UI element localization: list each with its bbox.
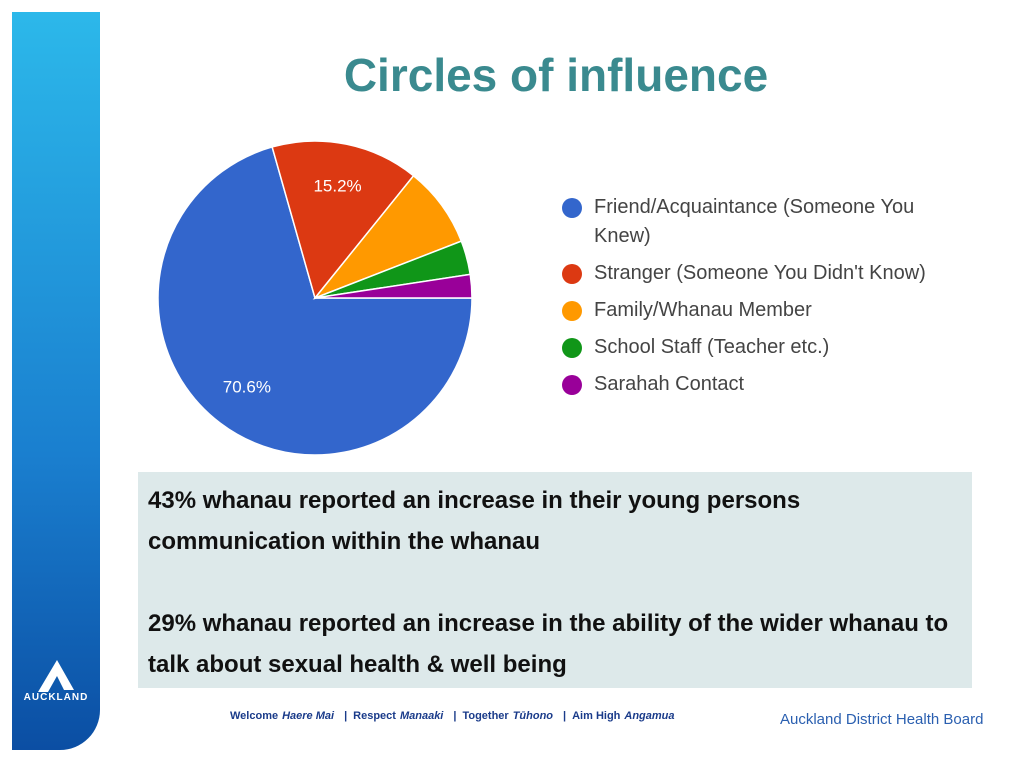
summary-box: 43% whanau reported an increase in their… xyxy=(138,472,972,688)
logo-text: AUCKLAND xyxy=(23,692,89,703)
slice-label: 15.2% xyxy=(313,177,361,196)
legend-swatch xyxy=(562,264,582,284)
legend: Friend/Acquaintance (Someone You Knew) St… xyxy=(556,193,966,407)
legend-label: Sarahah Contact xyxy=(594,373,745,395)
pie-slice xyxy=(314,273,473,299)
summary-paragraph: 29% whanau reported an increase in the a… xyxy=(148,610,949,678)
legend-label: Family/Whanau Member xyxy=(594,299,812,321)
motto-maori: Angamua xyxy=(624,710,675,722)
legend-item: Family/Whanau Member xyxy=(556,296,966,325)
legend-item: Friend/Acquaintance (Someone You Knew) xyxy=(556,193,966,251)
pie-chart: 70.6% 15.2% xyxy=(157,140,473,456)
motto-english: Welcome xyxy=(230,710,279,722)
motto-maori: Tūhono xyxy=(512,710,554,722)
summary-paragraph: 43% whanau reported an increase in their… xyxy=(148,487,801,555)
footer-organisation: Auckland District Health Board xyxy=(780,711,984,728)
motto-maori: Haere Mai xyxy=(282,710,335,722)
legend-item: Stranger (Someone You Didn't Know) xyxy=(556,259,966,288)
motto-english: Aim High xyxy=(572,710,621,722)
slice-label: 70.6% xyxy=(223,378,271,397)
side-bar xyxy=(12,12,100,750)
separator: | xyxy=(344,710,348,722)
legend-swatch xyxy=(562,338,582,358)
legend-item: Sarahah Contact xyxy=(556,370,966,399)
legend-label: School Staff (Teacher etc.) xyxy=(594,336,830,358)
pie-slice xyxy=(157,146,473,456)
footer-motto: Welcome Haere Mai | Respect Manaaki | Together… xyxy=(230,710,679,722)
logo-mark xyxy=(38,660,74,692)
motto-english: Respect xyxy=(353,710,396,722)
logo xyxy=(38,660,74,692)
motto-english: Together xyxy=(462,710,509,722)
legend-label: Friend/Acquaintance (Someone You Knew) xyxy=(594,196,915,247)
legend-swatch xyxy=(562,198,582,218)
legend-item: School Staff (Teacher etc.) xyxy=(556,333,966,362)
separator: | xyxy=(453,710,457,722)
legend-label: Stranger (Someone You Didn't Know) xyxy=(594,262,926,284)
slide-title: Circles of influence xyxy=(343,49,769,101)
legend-swatch xyxy=(562,375,582,395)
separator: | xyxy=(563,710,567,722)
legend-swatch xyxy=(562,301,582,321)
motto-maori: Manaaki xyxy=(399,710,444,722)
pie-slice xyxy=(271,140,415,300)
